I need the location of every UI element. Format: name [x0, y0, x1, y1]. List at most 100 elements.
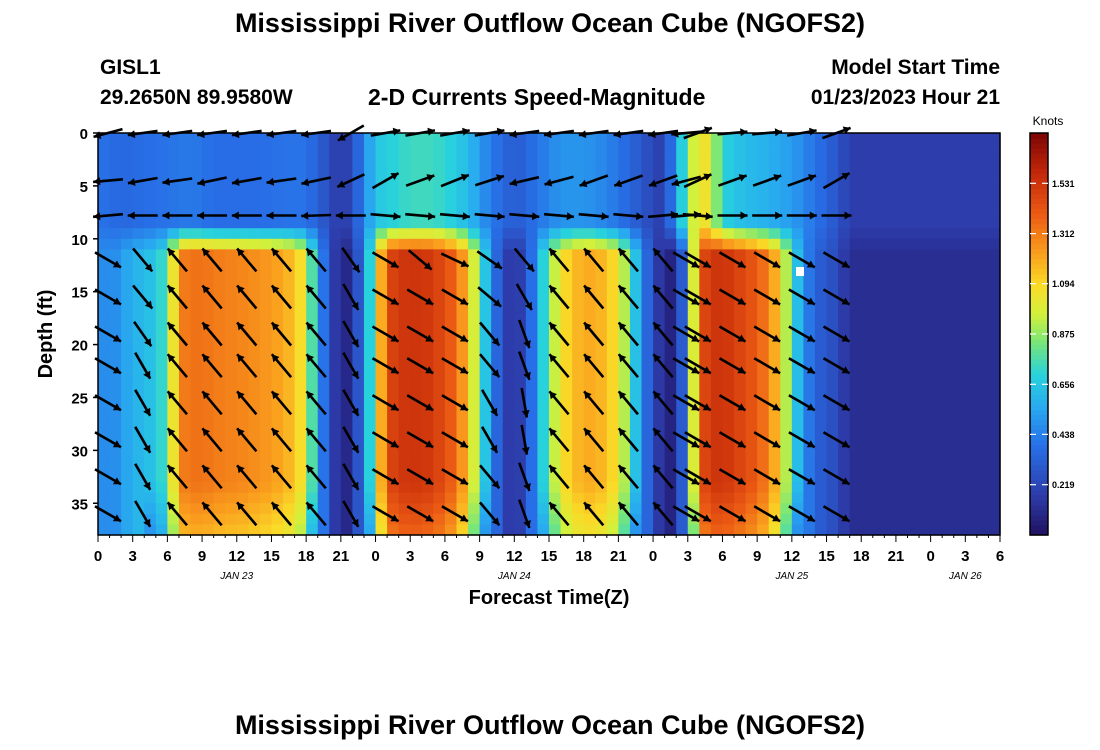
heatmap-cell: [271, 482, 284, 494]
heatmap-cell: [363, 196, 377, 208]
heatmap-cell: [895, 513, 909, 526]
heatmap-cell: [421, 281, 434, 293]
heatmap-cell: [259, 207, 273, 219]
heatmap-cell: [664, 355, 677, 367]
heatmap-cell: [248, 376, 261, 388]
heatmap-cell: [271, 164, 284, 176]
heatmap-cell: [283, 471, 296, 483]
heatmap-cell: [259, 418, 273, 430]
heatmap-cell: [294, 365, 307, 377]
heatmap-cell: [121, 492, 134, 504]
heatmap-cell: [988, 249, 1001, 261]
current-vector-arrow: [166, 321, 188, 347]
heatmap-cell: [641, 249, 654, 261]
heatmap-cell: [456, 291, 469, 303]
heatmap-cell: [907, 207, 920, 219]
heatmap-cell: [965, 460, 978, 473]
heatmap-cell: [537, 291, 550, 303]
heatmap-cell: [745, 503, 758, 515]
heatmap-cell: [676, 408, 689, 420]
heatmap-cell: [144, 217, 157, 229]
heatmap-cell: [271, 217, 284, 229]
heatmap-cell: [803, 281, 816, 293]
heatmap-cell: [202, 365, 215, 377]
heatmap-cell: [375, 397, 388, 409]
heatmap-cell: [479, 365, 492, 377]
heatmap-cell: [953, 143, 966, 155]
heatmap-cell: [629, 133, 643, 145]
heatmap-cell: [491, 386, 504, 399]
current-vector-arrow: [672, 505, 700, 523]
current-vector-arrow: [752, 174, 782, 187]
heatmap-cell: [502, 270, 515, 282]
current-vector-arrow: [684, 357, 712, 375]
heatmap-cell: [444, 259, 458, 272]
heatmap-cell: [421, 408, 434, 420]
heatmap-cell: [907, 302, 920, 314]
heatmap-cell: [178, 492, 192, 504]
current-vector-arrow: [652, 247, 674, 273]
heatmap-cell: [919, 270, 932, 282]
heatmap-cell: [398, 344, 411, 356]
heatmap-cell: [734, 154, 747, 166]
heatmap-cell: [537, 471, 550, 483]
heatmap-cell: [213, 323, 226, 335]
heatmap-cell: [629, 217, 643, 229]
heatmap-cell: [421, 323, 434, 335]
heatmap-cell: [236, 291, 249, 303]
heatmap-cell: [468, 164, 481, 176]
heatmap-cell: [479, 450, 492, 462]
heatmap-cell: [213, 133, 226, 145]
heatmap-cell: [606, 270, 619, 282]
heatmap-cell: [861, 386, 874, 399]
heatmap-cell: [919, 397, 932, 409]
heatmap-cell: [942, 249, 955, 261]
heatmap-cell: [930, 344, 943, 356]
heatmap-cell: [965, 249, 978, 261]
heatmap-cell: [525, 376, 539, 388]
heatmap-cell: [745, 450, 758, 462]
heatmap-cell: [109, 397, 122, 409]
current-vector-arrow: [440, 173, 470, 188]
heatmap-cell: [653, 439, 666, 451]
heatmap-cell: [572, 196, 585, 208]
heatmap-cell: [849, 503, 862, 515]
heatmap-cell: [664, 175, 677, 187]
heatmap-cell: [144, 143, 157, 155]
heatmap-cell: [676, 302, 689, 314]
heatmap-cell: [930, 460, 943, 473]
heatmap-cell: [109, 344, 122, 356]
heatmap-cell: [144, 291, 157, 303]
heatmap-cell: [791, 471, 805, 483]
heatmap-cell: [988, 207, 1001, 219]
heatmap-cell: [479, 482, 492, 494]
heatmap-cell: [190, 344, 203, 356]
heatmap-cell: [583, 228, 596, 240]
heatmap-cell: [283, 323, 296, 335]
heatmap-cell: [826, 323, 839, 335]
heatmap-cell: [259, 376, 273, 388]
heatmap-cell: [814, 238, 828, 250]
heatmap-cell: [976, 334, 990, 346]
heatmap-cell: [190, 238, 203, 250]
y-tick-label: 5: [80, 179, 88, 196]
heatmap-cell: [583, 418, 596, 430]
heatmap-cell: [745, 281, 758, 293]
heatmap-cell: [884, 355, 897, 367]
heatmap-cell: [930, 281, 943, 293]
heatmap-cell: [109, 492, 122, 504]
heatmap-cell: [202, 450, 215, 462]
heatmap-cell: [757, 503, 770, 515]
heatmap-cell: [699, 355, 712, 367]
heatmap-cell: [144, 460, 157, 473]
heatmap-cell: [502, 334, 515, 346]
current-vector-arrow: [718, 288, 747, 306]
heatmap-cell: [976, 471, 990, 483]
heatmap-cell: [375, 503, 388, 515]
heatmap-cell: [387, 217, 400, 229]
heatmap-cell: [676, 429, 689, 441]
heatmap-cell: [919, 154, 932, 166]
heatmap-cell: [537, 418, 550, 430]
heatmap-cell: [803, 312, 816, 325]
heatmap-cell: [965, 196, 978, 208]
